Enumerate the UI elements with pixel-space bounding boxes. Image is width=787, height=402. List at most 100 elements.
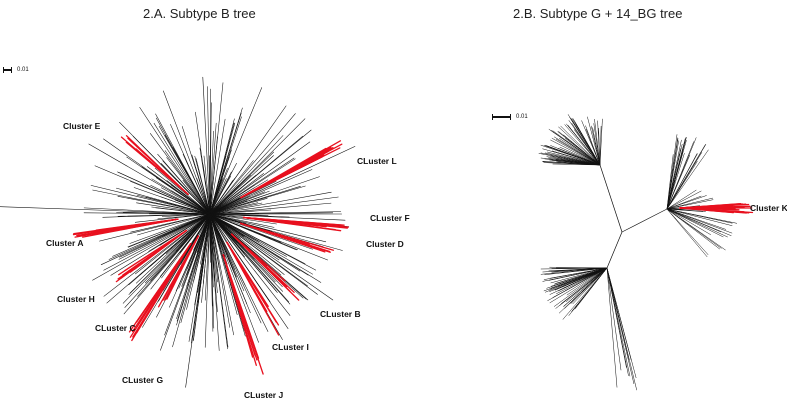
tree-branch: [209, 213, 287, 257]
tree-branch: [209, 213, 298, 251]
tree-branch: [666, 208, 733, 224]
tree-branch: [666, 208, 708, 258]
tree-branch: [666, 137, 687, 210]
tree-branch: [160, 213, 211, 351]
tree-branch: [666, 208, 722, 249]
cluster-branch: [135, 243, 192, 324]
tree-branch: [209, 213, 283, 287]
tree-branch: [209, 213, 291, 305]
cluster-label-j: CLuster J: [244, 390, 283, 400]
tree-branch: [553, 267, 608, 307]
tree-branch: [88, 143, 211, 215]
tree-branch: [209, 191, 332, 215]
tree-branch: [666, 189, 697, 210]
tree-branch: [560, 267, 608, 290]
tree-branch: [100, 213, 211, 266]
tree-branch: [204, 213, 211, 301]
tree-branch: [124, 213, 211, 308]
tree-branch: [145, 213, 211, 284]
tree-branch: [159, 213, 211, 277]
tree-branch: [564, 124, 601, 166]
tree-branch: [666, 153, 698, 210]
tree-branch: [557, 148, 601, 166]
tree-branch: [209, 213, 250, 216]
tree-branch: [559, 267, 608, 306]
cluster-branch: [240, 158, 318, 199]
tree-branch: [209, 213, 234, 336]
tree-branch: [180, 213, 211, 265]
tree-branch: [567, 114, 601, 166]
tree-branch: [209, 213, 285, 275]
tree-branch: [547, 267, 608, 301]
tree-branch: [666, 149, 709, 210]
tree-branch: [547, 146, 601, 166]
tree-branch: [555, 159, 601, 166]
tree-branch: [172, 213, 211, 348]
tree-branch: [133, 187, 211, 215]
tree-branch: [209, 213, 215, 282]
tree-branch: [666, 208, 728, 238]
tree-branch: [209, 213, 275, 228]
tree-branch: [666, 190, 702, 210]
tree-branch: [117, 213, 211, 217]
cluster-branch: [222, 254, 254, 358]
tree-branch: [209, 141, 311, 215]
tree-branch: [209, 130, 214, 215]
tree-branch: [209, 171, 232, 215]
tree-branch: [176, 213, 211, 326]
cluster-branch: [230, 233, 300, 301]
cluster-branch: [133, 229, 188, 270]
tree-branch: [209, 82, 224, 215]
tree-branch: [606, 267, 635, 385]
tree-branch: [562, 267, 608, 320]
tree-branch: [137, 213, 211, 236]
tree-branch: [666, 197, 714, 210]
tree-branch: [201, 213, 211, 303]
cluster-branch: [679, 203, 750, 209]
tree-branch: [110, 213, 211, 276]
tree-branch: [554, 267, 608, 291]
tree-branch: [128, 213, 211, 295]
tree-branch: [209, 167, 223, 215]
tree-branch: [566, 267, 608, 296]
tree-branch: [538, 153, 601, 166]
tree-branch: [136, 202, 211, 215]
tree-branch: [207, 86, 211, 215]
tree-branch: [209, 213, 228, 350]
cluster-label-c: CLuster C: [95, 323, 136, 333]
tree-branch: [119, 122, 211, 215]
tree-branch: [666, 208, 733, 226]
tree-branch: [129, 213, 211, 244]
tree-branch: [209, 87, 263, 215]
tree-branch: [90, 185, 211, 215]
tree-branch: [157, 153, 211, 215]
panel-b-tree: [538, 114, 754, 391]
tree-branch: [550, 267, 608, 272]
tree-branch: [151, 206, 211, 215]
tree-branch: [103, 213, 211, 271]
tree-branch: [666, 208, 720, 250]
tree-branch: [621, 208, 668, 233]
tree-branch: [158, 125, 211, 215]
panel-b-title: 2.B. Subtype G + 14_BG tree: [513, 6, 683, 21]
tree-branch: [128, 213, 211, 248]
tree-branch: [153, 122, 211, 215]
tree-branch: [209, 213, 327, 243]
tree-branch: [558, 126, 601, 166]
tree-branch: [209, 122, 217, 215]
tree-branch: [209, 196, 339, 215]
tree-branch: [599, 164, 623, 233]
cluster-label-e: Cluster E: [63, 121, 101, 131]
tree-branch: [666, 154, 691, 210]
tree-branch: [560, 125, 601, 166]
tree-branch: [209, 213, 214, 332]
tree-branch: [563, 267, 608, 307]
tree-branch: [666, 208, 709, 255]
tree-branch: [209, 212, 334, 215]
tree-branch: [606, 267, 618, 388]
tree-branch: [666, 144, 706, 210]
tree-branch: [150, 213, 211, 267]
cluster-label-d: Cluster D: [366, 239, 404, 249]
tree-branch: [551, 150, 601, 166]
tree-branch: [136, 213, 211, 284]
